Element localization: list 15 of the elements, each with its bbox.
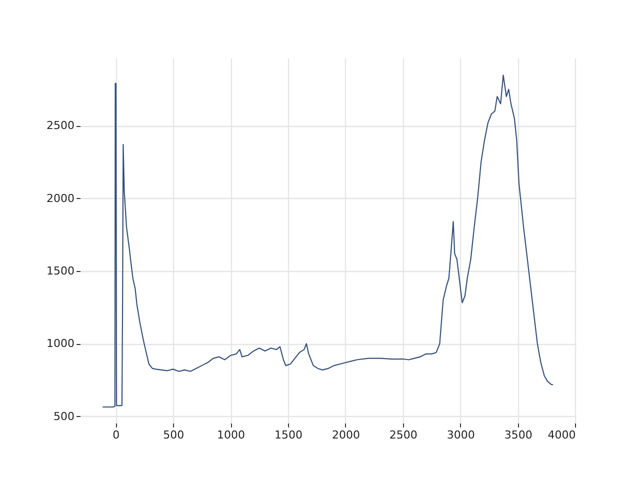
y-tick-label: 2000 — [46, 192, 74, 205]
x-tick-label: 3500 — [504, 428, 532, 442]
x-tick-label: 3000 — [446, 428, 475, 442]
line-series — [102, 74, 554, 408]
y-tick-label: 2500 — [46, 119, 74, 132]
x-tick-label: 1000 — [217, 428, 246, 442]
x-tick-label: 2500 — [389, 428, 418, 442]
x-tick-label: 1500 — [274, 428, 303, 442]
y-tick-label: 500 — [54, 410, 74, 423]
y-tick-label: 1500 — [46, 264, 74, 278]
x-tick-label: 4000 — [548, 428, 576, 442]
x-tick-label: 2000 — [332, 428, 360, 442]
x-tick-label: 500 — [163, 428, 184, 442]
x-tick-label: 0 — [112, 428, 120, 442]
y-tick-label: 1000 — [46, 337, 74, 350]
